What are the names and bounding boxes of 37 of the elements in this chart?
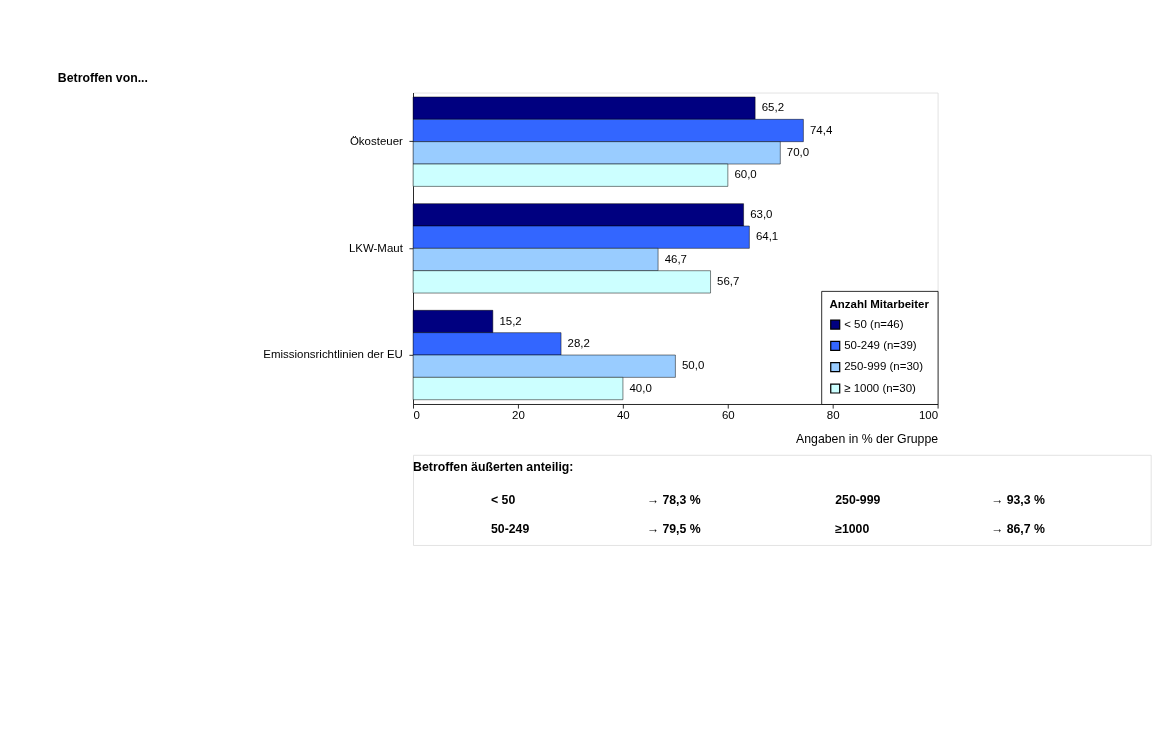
x-tick-label: 100 bbox=[918, 409, 939, 422]
text: → 79,5 % bbox=[646, 521, 701, 536]
legend-label: ≥ 1000 (n=30) bbox=[844, 381, 917, 394]
text: → 86,7 % bbox=[990, 521, 1045, 536]
text: → 78,3 % bbox=[646, 493, 701, 508]
data-label: 70,0 bbox=[786, 146, 810, 159]
text: < 50 bbox=[490, 493, 516, 508]
data-label: 56,7 bbox=[717, 275, 740, 288]
data-label: 74,4 bbox=[809, 123, 833, 136]
data-label: 40,0 bbox=[629, 381, 652, 394]
legend-label: < 50 (n=46) bbox=[844, 317, 904, 330]
data-label: 15,2 bbox=[499, 314, 522, 327]
x-tick-label: 40 bbox=[616, 409, 630, 422]
text: Betroffen äußerten anteilig: bbox=[413, 460, 574, 475]
y-tick-label: Emissionsrichtlinien der EU bbox=[263, 348, 403, 361]
y-tick-label: Ökosteuer bbox=[349, 134, 404, 147]
data-label: 46,7 bbox=[664, 252, 687, 265]
data-label: 65,2 bbox=[761, 101, 785, 114]
data-label: 50,0 bbox=[681, 359, 705, 372]
x-tick-label: 0 bbox=[413, 409, 420, 422]
y-tick-label: LKW-Maut bbox=[348, 241, 404, 254]
data-label: 28,2 bbox=[567, 337, 590, 350]
x-axis-title: Angaben in % der Gruppe bbox=[796, 432, 939, 447]
legend-label: 50-249 (n=39) bbox=[844, 339, 917, 352]
x-tick-label: 60 bbox=[721, 409, 735, 422]
text: Betroffen von... bbox=[57, 70, 148, 85]
text: 50-249 bbox=[490, 521, 530, 536]
x-tick-label: 80 bbox=[826, 409, 840, 422]
text: ≥1000 bbox=[835, 521, 870, 536]
x-tick-label: 20 bbox=[512, 409, 525, 422]
legend-label: 250-999 (n=30) bbox=[844, 360, 924, 373]
text: 250-999 bbox=[835, 493, 881, 508]
legend-title: Anzahl Mitarbeiter bbox=[829, 298, 930, 311]
data-label: 60,0 bbox=[734, 168, 757, 181]
data-label: 64,1 bbox=[755, 230, 779, 243]
text: → 93,3 % bbox=[990, 493, 1045, 508]
data-label: 63,0 bbox=[750, 208, 773, 221]
